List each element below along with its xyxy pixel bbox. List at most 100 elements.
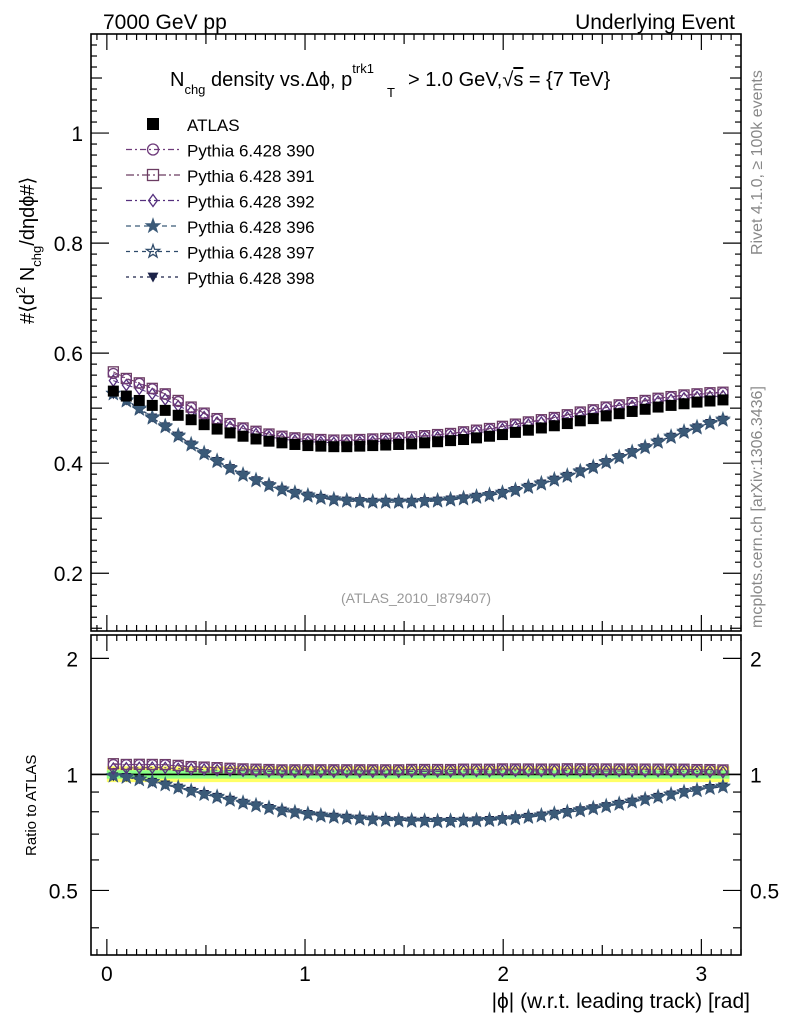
series-4-point — [235, 465, 251, 481]
series-4-ratio-point — [157, 775, 174, 791]
series-4-ratio-point — [507, 809, 524, 825]
series-1-ratio-point — [444, 764, 457, 776]
series-4-ratio-point — [248, 796, 264, 812]
ratio-frame — [90, 634, 742, 956]
series-1-ratio-point — [509, 763, 522, 776]
series-3-point — [121, 378, 132, 392]
series-1-point — [120, 373, 132, 385]
series-3-line — [113, 380, 723, 444]
series-1-ratio-point — [289, 764, 301, 776]
series-4-point — [520, 478, 537, 493]
series-1-ratio-point — [367, 764, 379, 776]
series-1-ratio-point — [548, 763, 560, 776]
series-4-ratio-point — [585, 799, 602, 815]
header-left: 7000 GeV pp — [103, 11, 227, 34]
series-4-ratio-point — [261, 799, 277, 815]
series-4-ratio-point — [624, 792, 640, 808]
series-1-ratio-point — [600, 763, 612, 775]
series-4-point — [585, 458, 602, 474]
series-0-point — [522, 424, 534, 436]
series-0-point — [432, 436, 444, 448]
series-0-point — [276, 437, 288, 449]
series-1-ratio-point — [522, 763, 535, 776]
legend-label-1: Pythia 6.428 390 — [187, 142, 315, 161]
series-3-ratio-point — [329, 765, 339, 779]
series-1-line — [113, 373, 723, 442]
series-1-ratio-point — [717, 764, 729, 776]
series-0-point — [471, 432, 483, 444]
series-1-ratio-point — [587, 763, 599, 775]
y-tick-label: 1 — [71, 123, 83, 146]
series-4-ratio-point — [429, 812, 446, 828]
series-1-ratio-point — [250, 763, 262, 776]
legend-marker-2 — [146, 168, 160, 182]
series-4-point — [494, 484, 511, 500]
series-0-point — [172, 409, 184, 421]
series-0-point — [107, 385, 119, 397]
series-4-ratio-point — [274, 801, 290, 817]
series-4-point — [624, 443, 640, 459]
series-1-ratio-point — [380, 764, 392, 776]
ratio-y-tick-label-right: 0.5 — [750, 880, 779, 903]
series-0-point — [237, 430, 249, 442]
series-0-point — [587, 413, 599, 425]
series-4-ratio-point — [481, 811, 498, 827]
series-4-ratio-point — [455, 811, 472, 827]
series-0-point — [120, 390, 132, 402]
series-1-point — [172, 395, 184, 408]
series-4-point — [390, 492, 407, 508]
ratio-y-tick-label: 2 — [66, 648, 78, 671]
legend-marker-5 — [144, 242, 162, 259]
series-0-point — [626, 405, 638, 417]
ratio-y-tick-label-right: 1 — [750, 764, 762, 787]
series-1-ratio-point — [431, 764, 444, 776]
series-4-ratio-point — [338, 808, 355, 824]
series-3-ratio-line — [113, 767, 723, 773]
series-1-ratio-point — [198, 761, 210, 774]
series-0-point — [548, 420, 560, 432]
series-4-point — [144, 408, 161, 424]
x-axis-title: |ϕ| (w.r.t. leading track) [rad] — [492, 990, 750, 1013]
series-0-point — [483, 430, 495, 442]
series-0-point — [665, 399, 677, 411]
series-1-ratio-point — [496, 763, 509, 775]
series-4-ratio-point — [533, 806, 550, 822]
main-frame — [90, 33, 742, 632]
series-0-point — [600, 410, 612, 422]
series-0-point — [224, 427, 236, 439]
series-4-point — [222, 459, 238, 475]
series-1-point — [185, 401, 197, 414]
legend-label-6: Pythia 6.428 398 — [187, 269, 315, 288]
title-energy: = {7 TeV} — [523, 69, 610, 91]
series-3-ratio-point — [147, 760, 158, 775]
series-1-ratio-point — [185, 761, 197, 773]
series-1-ratio-point — [341, 764, 353, 776]
series-1-ratio-point — [483, 763, 496, 776]
series-4-point — [313, 489, 329, 504]
series-1-ratio-point — [276, 764, 288, 776]
series-4-ratio-point — [118, 768, 135, 784]
series-1-ratio-point — [626, 763, 638, 776]
series-4-point — [377, 492, 394, 508]
series-1-ratio-point — [457, 763, 470, 776]
series-4-ratio-point — [715, 777, 731, 793]
series-0-point — [535, 422, 547, 434]
series-0-point — [198, 419, 210, 431]
series-1-ratio-point — [652, 763, 664, 776]
series-4-point — [663, 427, 679, 443]
main-axis-ticks: 0.2 0.4 0.6 0.8 1 — [54, 34, 742, 631]
series-4-point — [338, 491, 355, 507]
series-4-point — [429, 491, 446, 507]
series-1-ratio-point — [678, 763, 690, 776]
y-tick-label: 0.6 — [54, 343, 83, 366]
series-4-point — [676, 423, 692, 438]
series-4-point — [196, 444, 212, 460]
series-4-point — [300, 486, 316, 502]
ratio-series-group — [105, 758, 731, 829]
series-0-point — [159, 404, 171, 416]
series-0-point — [289, 438, 301, 450]
series-4-point — [455, 489, 472, 505]
y-tick-label: 0.2 — [54, 563, 83, 586]
series-0-point — [367, 440, 379, 452]
